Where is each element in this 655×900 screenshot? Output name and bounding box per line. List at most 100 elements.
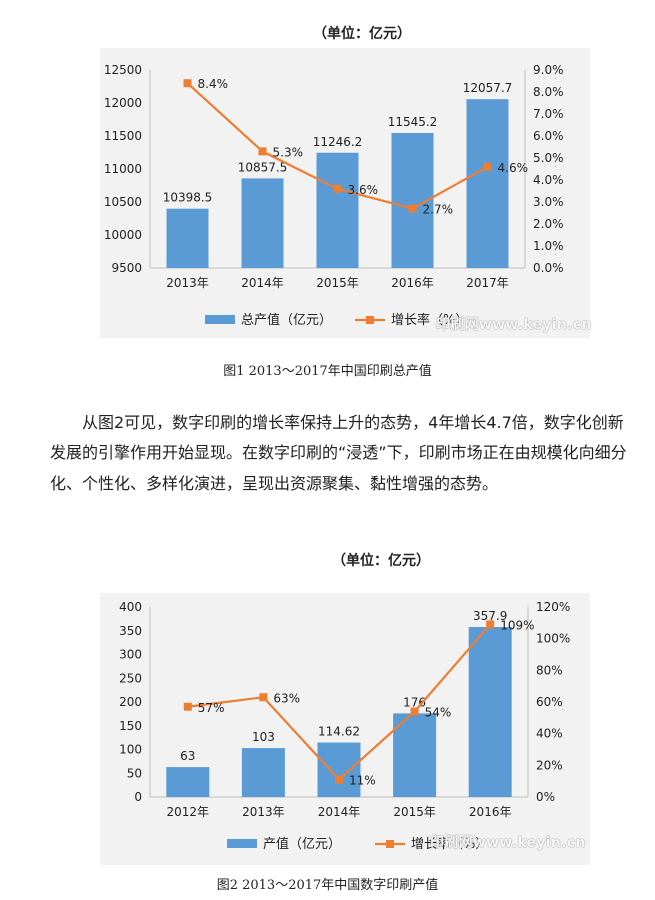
- chart2-bar: [166, 767, 210, 797]
- chart1-bar-label: 12057.7: [463, 81, 513, 95]
- chart2-bar-label: 114.62: [318, 725, 360, 739]
- chart1-legend-bar-label: 总产值（亿元）: [241, 312, 332, 328]
- chart2-bar-label: 63: [180, 749, 195, 763]
- chart2-growth-label: 57%: [198, 701, 225, 715]
- chart1-bar: [241, 178, 284, 268]
- chart1-growth-label: 2.7%: [423, 203, 454, 217]
- chart1-x-tick: 2017年: [466, 276, 509, 290]
- chart2-y-left-tick: 100: [119, 743, 142, 757]
- chart1-bar-label: 10398.5: [163, 191, 213, 205]
- chart1-y-left-tick: 11500: [104, 129, 142, 143]
- chart2-bar: [468, 626, 512, 797]
- chart1-y-left-tick: 11000: [104, 162, 142, 176]
- chart2-growth-label: 54%: [425, 706, 452, 720]
- chart2-growth-label: 63%: [273, 691, 300, 705]
- chart2-legend-bar-label: 产值（亿元）: [263, 836, 341, 852]
- chart1-bar: [166, 208, 209, 268]
- chart1-bar-label: 11545.2: [388, 115, 438, 129]
- chart2-y-right-tick: 20%: [536, 758, 563, 772]
- chart1-x-tick: 2013年: [166, 276, 209, 290]
- chart1-y-left-tick: 12000: [104, 96, 142, 110]
- chart2-bar: [393, 713, 437, 797]
- chart-2: （单位：亿元） 400 350 300 250 200 150 100 50 0 120% 100%…: [0, 540, 655, 865]
- chart1-y-left-tick: 12500: [104, 63, 142, 77]
- chart-2-caption: 图2 2013～2017年中国数字印刷产值: [216, 878, 439, 893]
- chart-2-watermark: 印刷网www.keyin.cn: [430, 835, 586, 851]
- chart1-y-right-tick: 5.0%: [533, 151, 564, 165]
- chart2-bar-label: 357.9: [473, 609, 507, 623]
- chart1-y-right-tick: 4.0%: [533, 173, 564, 187]
- chart2-legend-bar-swatch: [227, 839, 257, 848]
- chart2-growth-marker: [183, 702, 192, 711]
- chart1-growth-label: 4.6%: [498, 161, 529, 175]
- chart2-x-tick: 2014年: [318, 805, 361, 819]
- chart-1: （单位：亿元） 12500 12000 11500 11000 10500 10000 95…: [0, 0, 655, 340]
- chart2-legend-line-marker: [386, 840, 394, 848]
- chart1-y-left-tick: 9500: [111, 261, 142, 275]
- chart1-y-right-tick: 0.0%: [533, 261, 564, 275]
- chart1-legend-line-marker: [366, 316, 374, 324]
- chart1-growth-marker: [333, 184, 342, 193]
- chart2-x-tick: 2015年: [393, 805, 436, 819]
- chart1-y-left-tick: 10000: [104, 228, 142, 242]
- chart1-y-right-tick: 6.0%: [533, 129, 564, 143]
- chart1-bar-label: 10857.5: [238, 160, 288, 174]
- chart2-x-tick: 2016年: [469, 805, 512, 819]
- chart1-growth-label: 3.6%: [348, 183, 379, 197]
- chart2-growth-marker: [410, 707, 419, 716]
- chart1-growth-label: 8.4%: [198, 77, 229, 91]
- chart2-bar-label: 103: [252, 730, 275, 744]
- chart1-growth-marker: [408, 204, 417, 213]
- chart1-growth-marker: [483, 162, 492, 171]
- chart2-growth-marker: [486, 620, 495, 629]
- chart2-growth-marker: [335, 775, 343, 784]
- chart2-y-right-tick: 40%: [536, 727, 563, 741]
- chart2-y-left-tick: 250: [119, 671, 142, 685]
- chart-1-unit-label: （单位：亿元）: [313, 26, 411, 42]
- chart2-y-right-tick: 120%: [536, 600, 570, 614]
- chart2-y-left-tick: 150: [119, 719, 142, 733]
- chart1-y-right-tick: 9.0%: [533, 63, 564, 77]
- chart-1-plot: 12500 12000 11500 11000 10500 10000 9500 9.0% 8.…: [104, 63, 564, 328]
- chart2-y-left-tick: 350: [119, 624, 142, 638]
- chart2-y-left-tick: 200: [119, 695, 142, 709]
- chart1-y-right-tick: 2.0%: [533, 217, 564, 231]
- chart1-y-right-tick: 7.0%: [533, 107, 564, 121]
- chart1-y-right-tick: 1.0%: [533, 239, 564, 253]
- chart2-y-left-tick: 50: [127, 766, 142, 780]
- chart1-y-right-tick: 3.0%: [533, 195, 564, 209]
- chart2-x-tick: 2012年: [167, 805, 210, 819]
- chart1-x-tick: 2015年: [316, 276, 359, 290]
- chart1-y-left-tick: 10500: [104, 195, 142, 209]
- chart2-growth-label: 109%: [500, 618, 534, 632]
- chart-2-plot: 400 350 300 250 200 150 100 50 0 120% 100% 80% 60% 40…: [119, 600, 570, 852]
- chart2-legend-line-label: 增长率（%）: [411, 836, 488, 852]
- chart2-bar: [317, 742, 361, 797]
- chart2-y-left-tick: 400: [119, 600, 142, 614]
- body-paragraph: 从图2可见，数字印刷的增长率保持上升的态势，4年增长4.7倍，数字化创新发展的引…: [50, 413, 627, 493]
- chart2-x-tick: 2013年: [242, 805, 285, 819]
- chart2-growth-label: 11%: [349, 774, 376, 788]
- chart1-bar-label: 11246.2: [313, 135, 363, 149]
- chart1-legend-line-label: 增长率（%）: [391, 312, 468, 328]
- chart2-y-right-tick: 60%: [536, 695, 563, 709]
- chart1-growth-marker: [258, 147, 267, 156]
- chart2-y-left-tick: 0: [134, 790, 142, 804]
- chart2-bar: [241, 748, 285, 797]
- chart2-y-right-tick: 100%: [536, 632, 570, 646]
- chart2-growth-marker: [259, 693, 268, 702]
- chart1-legend-bar-swatch: [205, 315, 235, 324]
- chart1-growth-label: 5.3%: [273, 145, 304, 159]
- chart-1-watermark: 印刷网www.keyin.cn: [436, 317, 592, 333]
- chart1-x-tick: 2016年: [391, 276, 434, 290]
- chart1-growth-marker: [183, 79, 192, 88]
- chart2-y-right-tick: 0%: [536, 790, 555, 804]
- chart1-bar: [316, 152, 359, 268]
- chart1-x-tick: 2014年: [241, 276, 284, 290]
- chart1-y-right-tick: 8.0%: [533, 85, 564, 99]
- chart2-y-right-tick: 80%: [536, 663, 563, 677]
- chart-2-unit-label: （单位：亿元）: [332, 553, 430, 569]
- chart-1-caption: 图1 2013～2017年中国印刷总产值: [223, 364, 432, 379]
- chart1-bar: [466, 99, 509, 268]
- chart2-y-left-tick: 300: [119, 648, 142, 662]
